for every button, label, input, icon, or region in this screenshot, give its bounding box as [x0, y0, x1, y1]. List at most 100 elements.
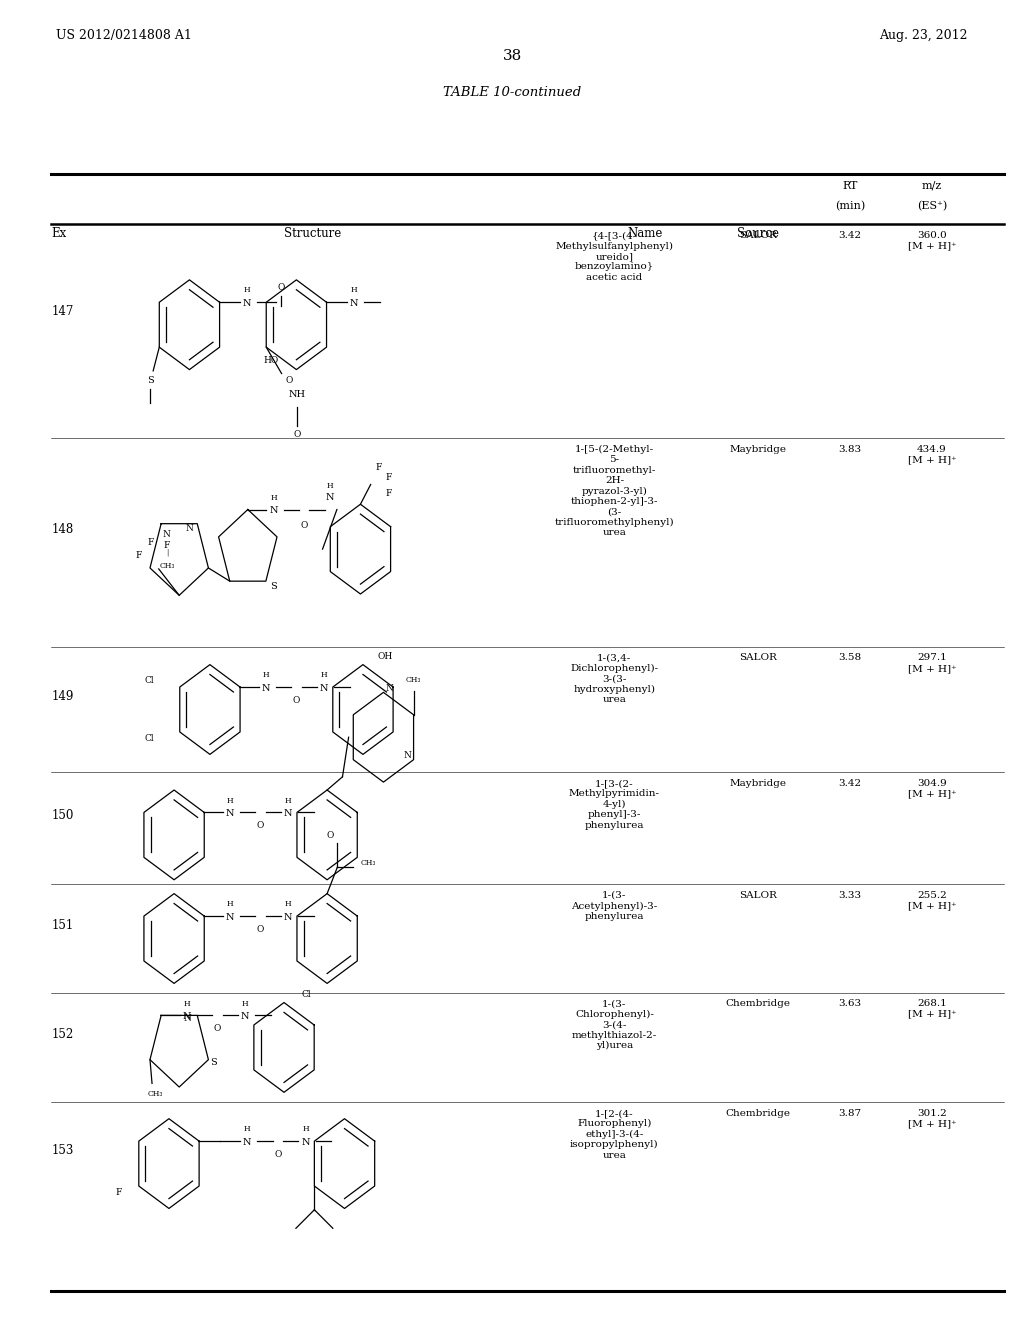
Text: Maybridge: Maybridge	[729, 445, 786, 454]
Text: N: N	[243, 1138, 252, 1147]
Text: N: N	[403, 751, 412, 760]
Text: N: N	[319, 684, 329, 693]
Text: 3.87: 3.87	[839, 1109, 861, 1118]
Text: 268.1
[M + H]⁺: 268.1 [M + H]⁺	[907, 999, 956, 1019]
Text: Cl: Cl	[144, 734, 154, 743]
Text: O: O	[214, 1024, 221, 1034]
Text: F: F	[115, 1188, 122, 1197]
Text: Chembridge: Chembridge	[725, 1109, 791, 1118]
Text: 297.1
[M + H]⁺: 297.1 [M + H]⁺	[907, 653, 956, 673]
Text: 149: 149	[51, 690, 74, 702]
Text: N: N	[243, 300, 252, 308]
Text: 3.42: 3.42	[839, 779, 861, 788]
Text: 3.83: 3.83	[839, 445, 861, 454]
Text: 152: 152	[51, 1028, 74, 1040]
Text: Name: Name	[628, 227, 663, 240]
Text: O: O	[293, 696, 300, 705]
Text: F: F	[164, 541, 170, 549]
Text: Structure: Structure	[284, 227, 341, 240]
Text: F: F	[386, 474, 392, 482]
Text: O: O	[327, 832, 334, 840]
Text: 150: 150	[51, 809, 74, 821]
Text: N: N	[350, 300, 358, 308]
Text: H: H	[242, 999, 249, 1007]
Text: N: N	[301, 1138, 310, 1147]
Text: Maybridge: Maybridge	[729, 779, 786, 788]
Text: NH: NH	[289, 391, 305, 399]
Text: 147: 147	[51, 305, 74, 318]
Text: H: H	[183, 999, 190, 1007]
Text: F: F	[147, 539, 154, 546]
Text: (min): (min)	[835, 201, 865, 211]
Text: 3.58: 3.58	[839, 653, 861, 663]
Text: H: H	[244, 1125, 251, 1134]
Text: F: F	[376, 463, 382, 471]
Text: US 2012/0214808 A1: US 2012/0214808 A1	[56, 29, 193, 42]
Text: H: H	[270, 494, 276, 502]
Text: N: N	[225, 913, 234, 921]
Text: Cl: Cl	[144, 676, 154, 685]
Text: 255.2
[M + H]⁺: 255.2 [M + H]⁺	[907, 891, 956, 911]
Text: H: H	[327, 482, 333, 490]
Text: S: S	[146, 376, 154, 384]
Text: N: N	[225, 809, 234, 818]
Text: Ex: Ex	[51, 227, 67, 240]
Text: N: N	[163, 529, 170, 539]
Text: 360.0
[M + H]⁺: 360.0 [M + H]⁺	[907, 231, 956, 251]
Text: Source: Source	[736, 227, 779, 240]
Text: N: N	[182, 1012, 191, 1022]
Text: SALOR: SALOR	[739, 231, 776, 240]
Text: OH: OH	[378, 652, 393, 661]
Text: N: N	[185, 524, 193, 533]
Text: 1-[3-(2-
Methylpyrimidin-
4-yl)
phenyl]-3-
phenylurea: 1-[3-(2- Methylpyrimidin- 4-yl) phenyl]-…	[569, 779, 659, 829]
Text: 304.9
[M + H]⁺: 304.9 [M + H]⁺	[907, 779, 956, 799]
Text: N: N	[284, 913, 293, 921]
Text: H: H	[244, 286, 251, 294]
Text: S: S	[269, 582, 276, 591]
Text: F: F	[135, 552, 141, 560]
Text: TABLE 10-continued: TABLE 10-continued	[442, 86, 582, 99]
Text: N: N	[326, 494, 334, 502]
Text: H: H	[262, 671, 269, 680]
Text: O: O	[257, 821, 264, 830]
Text: O: O	[257, 925, 264, 933]
Text: O: O	[278, 284, 285, 292]
Text: O: O	[300, 521, 308, 529]
Text: |: |	[166, 549, 168, 557]
Text: 151: 151	[51, 919, 74, 932]
Text: CH₃: CH₃	[406, 676, 421, 685]
Text: O: O	[285, 376, 293, 384]
Text: {4-[3-(4-
Methylsulfanylphenyl)
ureido]
benzoylamino}
acetic acid: {4-[3-(4- Methylsulfanylphenyl) ureido] …	[555, 231, 674, 281]
Text: 1-(3,4-
Dichlorophenyl)-
3-(3-
hydroxyphenyl)
urea: 1-(3,4- Dichlorophenyl)- 3-(3- hydroxyph…	[570, 653, 658, 705]
Text: H: H	[321, 671, 328, 680]
Text: Aug. 23, 2012: Aug. 23, 2012	[880, 29, 968, 42]
Text: 301.2
[M + H]⁺: 301.2 [M + H]⁺	[907, 1109, 956, 1129]
Text: S: S	[210, 1057, 217, 1067]
Text: 1-[2-(4-
Fluorophenyl)
ethyl]-3-(4-
isopropylphenyl)
urea: 1-[2-(4- Fluorophenyl) ethyl]-3-(4- isop…	[570, 1109, 658, 1160]
Text: H: H	[285, 796, 292, 805]
Text: O: O	[274, 1150, 282, 1159]
Text: CH₃: CH₃	[360, 859, 376, 867]
Text: RT: RT	[842, 181, 858, 191]
Text: N: N	[261, 684, 270, 693]
Text: Chembridge: Chembridge	[725, 999, 791, 1008]
Text: H: H	[226, 796, 233, 805]
Text: 153: 153	[51, 1144, 74, 1156]
Text: 1-(3-
Chlorophenyl)-
3-(4-
methylthiazol-2-
yl)urea: 1-(3- Chlorophenyl)- 3-(4- methylthiazol…	[571, 999, 657, 1051]
Text: 434.9
[M + H]⁺: 434.9 [M + H]⁺	[907, 445, 956, 465]
Text: 1-(3-
Acetylphenyl)-3-
phenylurea: 1-(3- Acetylphenyl)-3- phenylurea	[571, 891, 657, 921]
Text: H: H	[226, 900, 233, 908]
Text: O: O	[293, 430, 301, 438]
Text: Cl: Cl	[302, 990, 311, 999]
Text: 3.63: 3.63	[839, 999, 861, 1008]
Text: 38: 38	[503, 49, 521, 63]
Text: N: N	[183, 1014, 190, 1023]
Text: H: H	[285, 900, 292, 908]
Text: SALOR: SALOR	[739, 891, 776, 900]
Text: N: N	[269, 507, 278, 515]
Text: SALOR: SALOR	[739, 653, 776, 663]
Text: H: H	[351, 286, 357, 294]
Text: CH₃: CH₃	[147, 1090, 163, 1098]
Text: CH₃: CH₃	[160, 562, 175, 570]
Text: H: H	[302, 1125, 309, 1134]
